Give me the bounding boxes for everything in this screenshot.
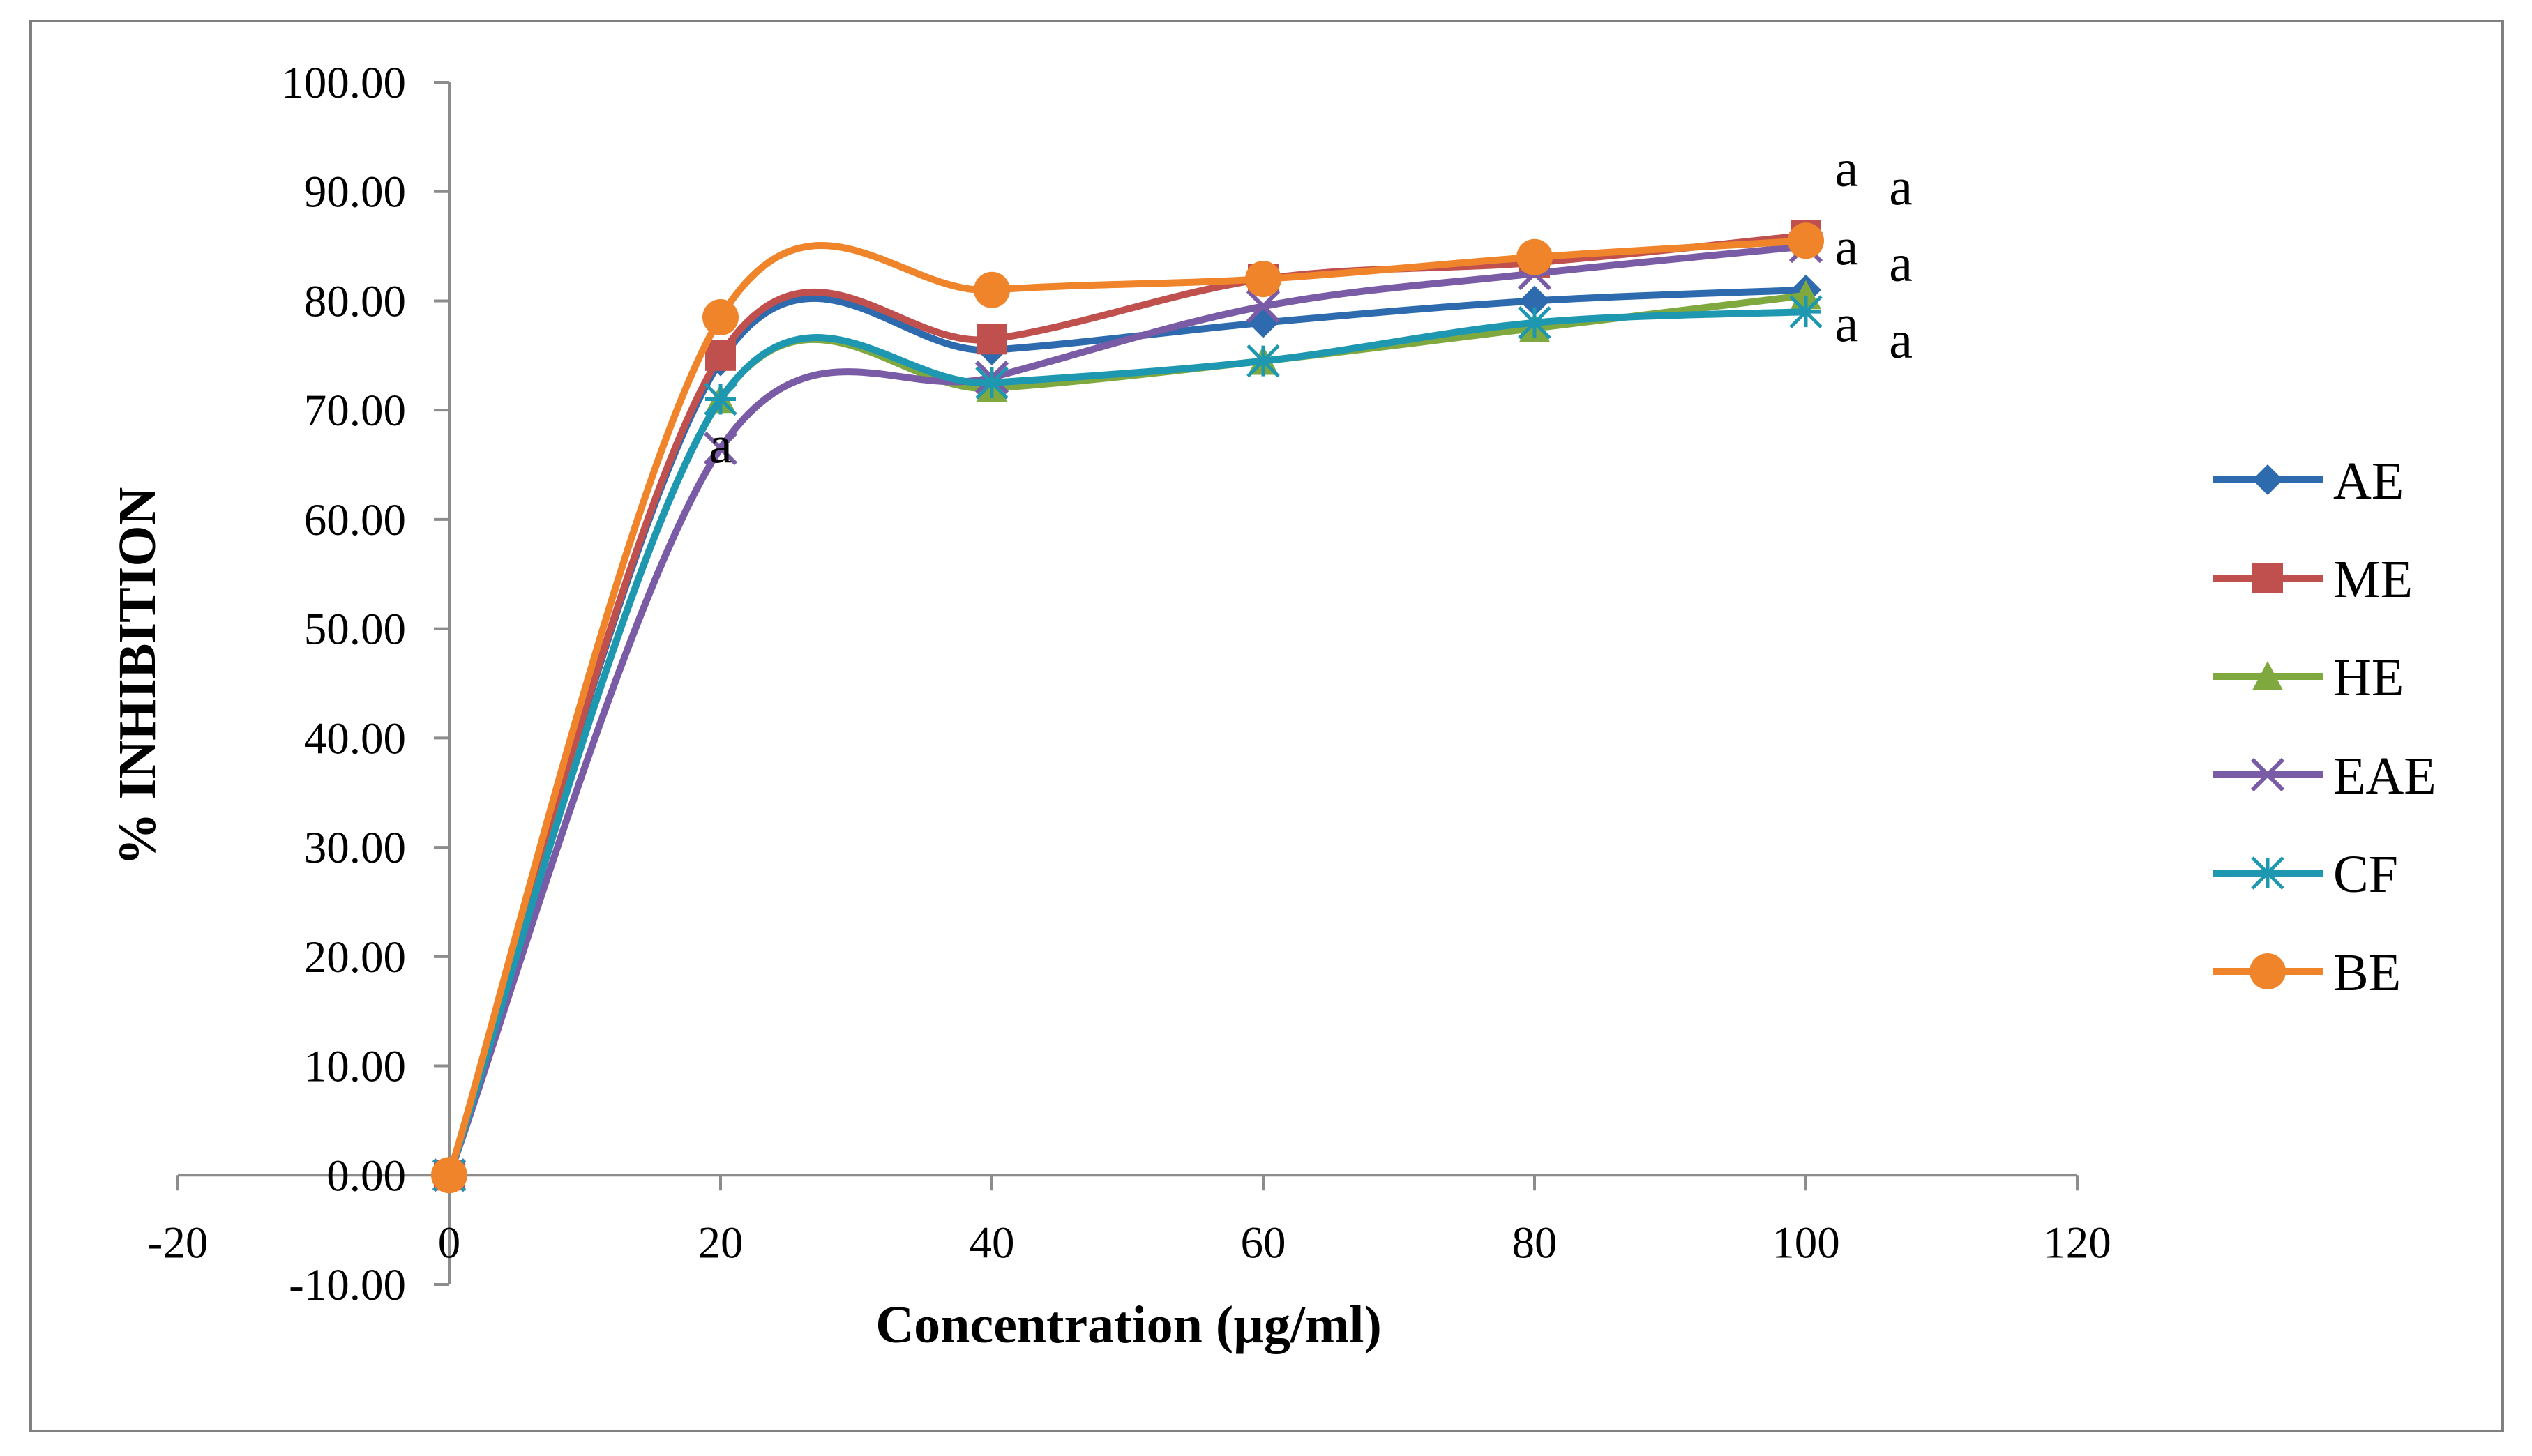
data-point-cf — [975, 366, 1009, 400]
data-point-be — [431, 1157, 467, 1194]
x-tick-label: 80 — [1512, 1218, 1558, 1268]
x-tick-label: 0 — [438, 1218, 461, 1268]
data-point-cf — [704, 382, 737, 416]
legend-label-be: BE — [2333, 943, 2401, 1002]
y-tick-label: 10.00 — [304, 1042, 406, 1092]
legend-marker-me — [2252, 563, 2283, 593]
y-tick-label: 80.00 — [304, 276, 406, 326]
legend-label-ae: AE — [2333, 452, 2404, 510]
data-point-cf — [1518, 306, 1551, 340]
legend-marker-ae — [2252, 464, 2283, 495]
legend-label-cf: CF — [2333, 845, 2398, 904]
y-axis-ticks: -10.00 0.00 10.00 20.00 30.00 40.00 50.00 60.00… — [281, 58, 449, 1310]
axes: -10.00 0.00 10.00 20.00 30.00 40.00 50.00 60.00… — [148, 58, 2111, 1310]
data-point-be — [974, 271, 1010, 308]
series-me — [434, 220, 1821, 1191]
data-point-me — [977, 324, 1007, 355]
y-tick-label: -10.00 — [289, 1260, 406, 1310]
series-line-eae — [446, 243, 1809, 1179]
legend-item-he: HE — [2213, 649, 2404, 707]
legend-marker-cf — [2251, 856, 2284, 890]
x-tick-label: 20 — [698, 1218, 744, 1268]
series-line-he — [446, 291, 1809, 1179]
legend-marker-eae — [2250, 757, 2285, 792]
data-point-cf — [1789, 295, 1823, 328]
x-tick-label: -20 — [148, 1218, 209, 1268]
x-tick-label: 100 — [1772, 1218, 1840, 1268]
series-be — [431, 222, 1824, 1194]
data-point-cf — [1246, 344, 1280, 378]
significance-label: a — [1834, 218, 1858, 277]
x-tick-label: 40 — [970, 1218, 1015, 1268]
y-tick-label: 70.00 — [304, 386, 406, 436]
significance-label: a — [1889, 234, 1913, 293]
y-tick-label: 100.00 — [281, 58, 406, 108]
significance-label: a — [709, 416, 732, 474]
data-point-me — [705, 340, 736, 371]
series-layer — [431, 220, 1824, 1194]
legend: AE ME HE EAE CF BE — [2213, 452, 2436, 1002]
y-tick-label: 50.00 — [304, 605, 406, 655]
legend-label-me: ME — [2333, 550, 2413, 609]
y-tick-label: 0.00 — [326, 1151, 406, 1201]
series-line-ae — [446, 286, 1809, 1179]
y-tick-label: 40.00 — [304, 713, 406, 764]
legend-marker-he — [2252, 661, 2283, 690]
legend-item-be: BE — [2213, 943, 2401, 1002]
legend-item-cf: CF — [2213, 845, 2398, 904]
legend-item-eae: EAE — [2213, 747, 2436, 805]
legend-item-ae: AE — [2213, 452, 2404, 510]
x-axis-title: Concentration (µg/ml) — [875, 1296, 1382, 1354]
legend-marker-be — [2250, 953, 2286, 989]
significance-label: a — [1889, 311, 1913, 370]
significance-label: a — [1889, 158, 1913, 217]
y-axis-title: % INHIBITION — [108, 487, 167, 866]
data-point-be — [1788, 222, 1824, 259]
chart-frame — [29, 20, 2504, 1432]
legend-item-me: ME — [2213, 550, 2413, 609]
y-tick-label: 60.00 — [304, 495, 406, 545]
data-point-ae — [1519, 285, 1550, 317]
y-tick-label: 20.00 — [304, 932, 406, 983]
data-point-be — [702, 298, 739, 335]
legend-label-eae: EAE — [2333, 747, 2436, 805]
series-cf — [432, 295, 1823, 1192]
y-tick-label: 30.00 — [304, 823, 406, 873]
x-tick-label: 120 — [2043, 1218, 2111, 1268]
y-tick-label: 90.00 — [304, 167, 406, 218]
data-point-eae — [1246, 289, 1281, 324]
series-line-be — [446, 237, 1809, 1179]
significance-label: a — [1834, 139, 1858, 198]
x-tick-label: 60 — [1241, 1218, 1286, 1268]
x-axis-ticks: -20 0 20 40 60 80 100 120 — [148, 1175, 2111, 1268]
significance-label: a — [1834, 294, 1858, 353]
series-line-cf — [446, 308, 1809, 1179]
data-point-be — [1245, 261, 1281, 298]
series-ae — [434, 274, 1821, 1191]
series-he — [434, 280, 1821, 1190]
data-point-eae — [703, 431, 738, 466]
data-point-be — [1516, 238, 1553, 275]
legend-label-he: HE — [2333, 649, 2404, 707]
annotations: a aa aa aa — [709, 139, 1913, 475]
